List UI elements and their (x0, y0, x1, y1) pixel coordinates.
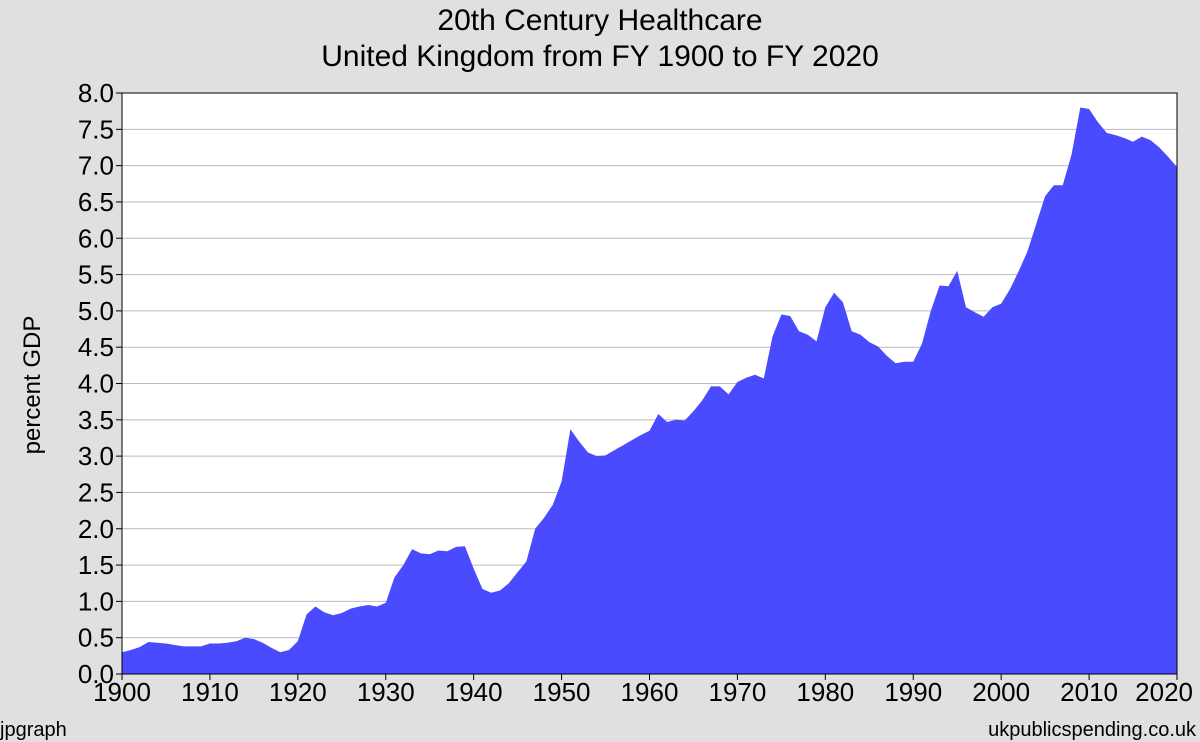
y-tick-label: 2.0 (78, 514, 114, 544)
y-tick-label: 2.5 (78, 477, 114, 507)
chart-subtitle: United Kingdom from FY 1900 to FY 2020 (321, 40, 879, 73)
x-tick-label: 2000 (972, 677, 1030, 707)
y-tick-label: 7.0 (78, 151, 114, 181)
x-tick-label: 1920 (269, 677, 327, 707)
x-tick-label: 2020 (1135, 677, 1193, 707)
y-tick-label: 6.0 (78, 223, 114, 253)
y-tick-label: 1.0 (78, 586, 114, 616)
y-tick-label: 3.5 (78, 405, 114, 435)
footer-credit-right: ukpublicspending.co.uk (988, 719, 1196, 741)
x-tick-label: 1990 (884, 677, 942, 707)
y-tick-label: 4.0 (78, 369, 114, 399)
y-tick-label: 6.5 (78, 187, 114, 217)
x-tick-label: 1940 (445, 677, 503, 707)
y-tick-label: 5.0 (78, 296, 114, 326)
footer-credit-left: jpgraph (0, 719, 67, 741)
y-tick-label: 0.5 (78, 623, 114, 653)
series-layer (122, 107, 1177, 674)
x-tick-label: 1900 (93, 677, 151, 707)
y-tick-label: 8.0 (78, 78, 114, 108)
y-tick-label: 0.0 (78, 659, 114, 689)
y-tick-label: 5.5 (78, 260, 114, 290)
x-tick-label: 1910 (181, 677, 239, 707)
chart-title: 20th Century Healthcare (437, 4, 763, 37)
y-tick-label: 4.5 (78, 332, 114, 362)
x-axis-ticks: 1900 1910 1920 1930 1940 1950 1960 1970 1980 1990… (93, 674, 1193, 707)
y-axis-ticks: 0.0 0.5 1.0 1.5 2.0 2.5 3.0 3.5 4.0 4.5 5.0 5.5 6.0 6… (78, 78, 122, 689)
x-tick-label: 1930 (357, 677, 415, 707)
y-tick-label: 1.5 (78, 550, 114, 580)
x-tick-label: 1980 (796, 677, 854, 707)
y-tick-label: 7.5 (78, 114, 114, 144)
x-tick-label: 1960 (621, 677, 679, 707)
x-tick-label: 2010 (1060, 677, 1118, 707)
x-tick-label: 1950 (533, 677, 591, 707)
y-tick-label: 3.0 (78, 441, 114, 471)
area-series (122, 107, 1177, 674)
x-tick-label: 1970 (708, 677, 766, 707)
